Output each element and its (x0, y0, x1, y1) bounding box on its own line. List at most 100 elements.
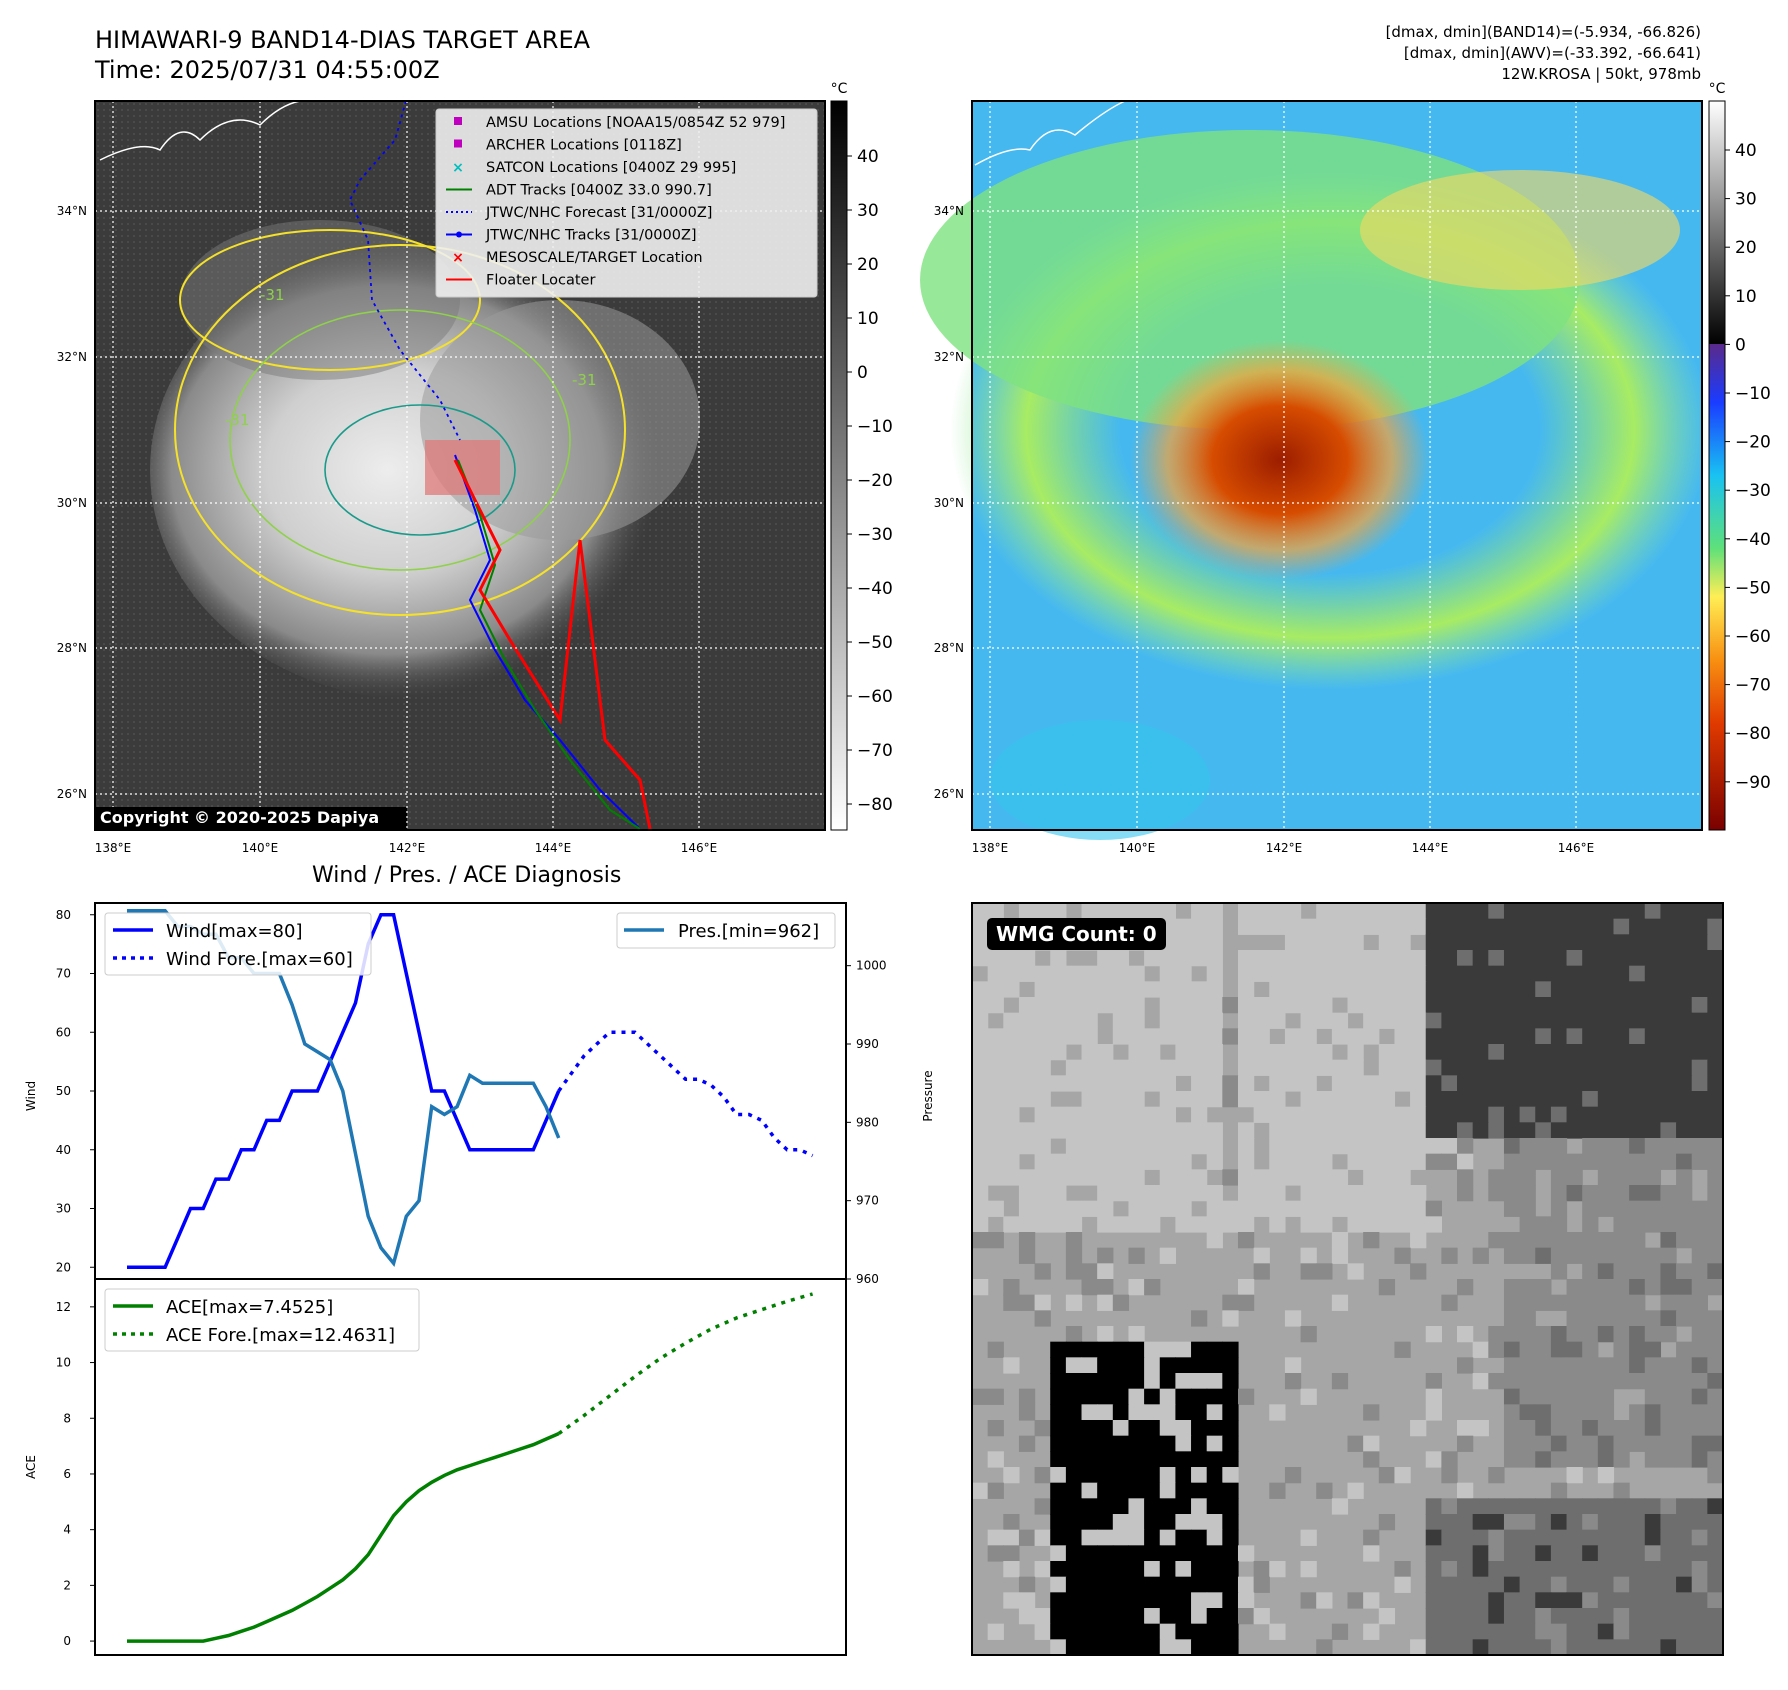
wmg-cell (1472, 1529, 1489, 1546)
wmg-cell (1222, 1545, 1239, 1562)
wmg-cell (1597, 1467, 1615, 1484)
wmg-cell (1660, 1545, 1677, 1562)
wmg-cell (1097, 1388, 1114, 1405)
wmg-cell (1331, 981, 1349, 998)
wmg-cell (1300, 1561, 1317, 1578)
wmg-cell (1566, 934, 1583, 951)
wmg-cell (1441, 1153, 1458, 1170)
wmg-cell (1707, 1153, 1724, 1170)
wmg-cell (1034, 1263, 1051, 1280)
wmg-cell (1284, 1310, 1302, 1327)
wind-legend-box (104, 912, 372, 976)
wmg-cell (1144, 950, 1161, 967)
wmg-cell (1472, 918, 1489, 935)
wmg-cell (1707, 1138, 1724, 1155)
wmg-cell (1613, 1091, 1630, 1108)
wmg-cell (1582, 918, 1599, 935)
wmg-cell (1097, 965, 1114, 982)
wmg-cell (1566, 1561, 1583, 1578)
wmg-cell (1629, 1576, 1646, 1593)
wmg-cell (1222, 997, 1239, 1014)
wmg-cell (1457, 1498, 1474, 1515)
wmg-cell (1331, 1294, 1349, 1311)
wmg-cell (1550, 1482, 1568, 1499)
wmg-cell (1331, 950, 1349, 967)
wmg-cell (1003, 1091, 1020, 1108)
wmg-cell (1363, 1200, 1380, 1217)
wmg-cell (1550, 950, 1568, 967)
wmg-cell (1550, 1091, 1568, 1108)
wmg-cell (1566, 1404, 1583, 1421)
wmg-cell (1050, 1639, 1067, 1656)
wmg-cell (1503, 1404, 1521, 1421)
wmg-cell (1660, 1373, 1677, 1390)
wmg-cell (1222, 1514, 1239, 1531)
wmg-cell (1222, 1451, 1239, 1468)
wmg-cell (1691, 934, 1708, 951)
lat-tick-label: 28°N (57, 641, 87, 655)
wmg-cell (1065, 1075, 1083, 1092)
wmg-cell (1378, 1106, 1396, 1123)
wmg-cell (1644, 1545, 1662, 1562)
wmg-cell (1519, 1592, 1536, 1609)
wmg-cell (1097, 1420, 1114, 1437)
wmg-cell (1144, 903, 1161, 920)
wmg-cell (1488, 1341, 1505, 1358)
wmg-cell (1660, 1514, 1677, 1531)
wmg-cell (987, 1169, 1004, 1186)
wmg-cell (1660, 981, 1677, 998)
wmg-cell (1488, 1028, 1505, 1045)
wmg-cell (1535, 1404, 1552, 1421)
wmg-cell (1191, 1561, 1208, 1578)
wmg-cell (1112, 1373, 1130, 1390)
wmg-cell (1159, 950, 1176, 967)
wmg-cell (1050, 1482, 1067, 1499)
wmg-cell (1159, 1467, 1176, 1484)
wmg-cell (1629, 1091, 1646, 1108)
wmg-cell (1394, 903, 1411, 920)
awv-colorbar-tick-label: −50 (1735, 578, 1771, 598)
wmg-cell (987, 1059, 1004, 1076)
wmg-cell (1613, 1576, 1630, 1593)
wmg-cell (1018, 1216, 1036, 1233)
wmg-cell (1065, 1357, 1083, 1374)
wmg-cell (1691, 1404, 1708, 1421)
awv-band (990, 720, 1210, 840)
wmg-cell (1425, 1373, 1442, 1390)
wmg-cell (1691, 1279, 1708, 1296)
wmg-cell (1018, 1012, 1036, 1029)
wmg-cell (1394, 1012, 1411, 1029)
wmg-cell (1629, 1357, 1646, 1374)
wmg-cell (1331, 903, 1349, 920)
wmg-cell (1425, 981, 1442, 998)
wmg-cell (1112, 1294, 1130, 1311)
wmg-cell (1629, 1420, 1646, 1437)
wmg-cell (1550, 1576, 1568, 1593)
ace-series-line-1 (127, 1431, 560, 1643)
wmg-cell (1097, 1498, 1114, 1515)
wmg-cell (1535, 1545, 1552, 1562)
wmg-cell (1644, 1185, 1662, 1202)
wmg-cell (1691, 950, 1708, 967)
wmg-cell (1566, 1529, 1583, 1546)
wmg-cell (1535, 1608, 1552, 1625)
wmg-cell (1191, 903, 1208, 920)
wmg-cell (1441, 1028, 1458, 1045)
lon-tick-label: 146°E (681, 841, 718, 855)
wmg-cell (1112, 903, 1130, 920)
wmg-cell (1425, 1592, 1442, 1609)
wmg-cell (1660, 1153, 1677, 1170)
wmg-cell (1629, 1435, 1646, 1452)
wmg-cell (1159, 1576, 1176, 1593)
wmg-cell (1378, 1091, 1396, 1108)
wmg-cell (1378, 950, 1396, 967)
wmg-cell (1644, 950, 1662, 967)
wmg-cell (1300, 1247, 1317, 1264)
wmg-cell (1128, 997, 1145, 1014)
wmg-cell (1629, 1059, 1646, 1076)
wmg-cell (1441, 1091, 1458, 1108)
wmg-cell (1535, 1341, 1552, 1358)
wmg-cell (1582, 1075, 1599, 1092)
wmg-cell (1644, 1028, 1662, 1045)
wmg-cell (1457, 1576, 1474, 1593)
